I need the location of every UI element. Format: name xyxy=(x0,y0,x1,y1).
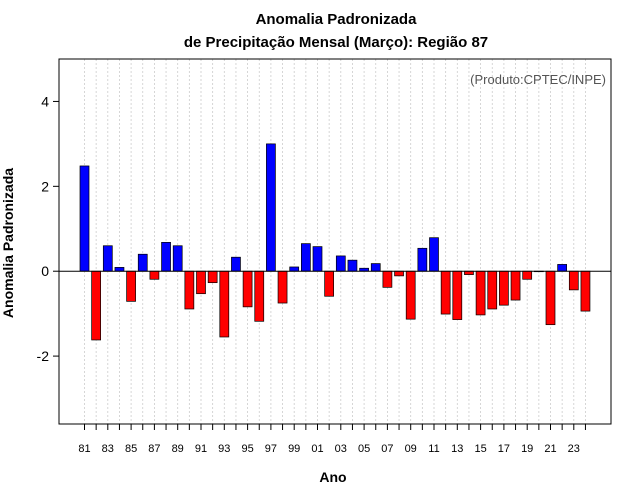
bar-24 xyxy=(580,270,591,312)
bar-21 xyxy=(545,270,556,326)
x-tick-label: 15 xyxy=(474,443,486,455)
x-tick-label: 23 xyxy=(568,443,580,455)
x-tick-label: 13 xyxy=(451,443,463,455)
bar-86 xyxy=(137,253,148,272)
bar-19 xyxy=(522,270,533,280)
bar-98 xyxy=(277,270,288,304)
bar-85 xyxy=(126,270,136,302)
bar-01 xyxy=(312,246,323,272)
bar-23 xyxy=(568,270,579,291)
bar-08 xyxy=(394,270,404,277)
y-tick-label: 2 xyxy=(41,178,49,194)
bar-17 xyxy=(499,270,509,306)
y-tick-label: 4 xyxy=(41,93,49,109)
x-tick-label: 95 xyxy=(241,443,253,455)
bar-07 xyxy=(382,270,393,288)
bar-02 xyxy=(324,270,334,297)
x-tick-label: 83 xyxy=(102,443,114,455)
bar-83 xyxy=(102,245,113,272)
y-tick-label: -2 xyxy=(37,348,50,364)
x-tick-label: 81 xyxy=(78,443,90,455)
x-tick-label: 99 xyxy=(288,443,300,455)
x-axis-label: Ano xyxy=(319,469,346,485)
x-axis: 81 83 85 87 89 91 93 95 97 99 01 03 05 07 09 11 13 15 17 19… xyxy=(78,424,586,455)
bar-22 xyxy=(557,264,568,272)
bar-96 xyxy=(254,270,265,322)
y-tick-label: 0 xyxy=(41,263,49,279)
bar-93 xyxy=(219,270,230,338)
vertical-gridlines xyxy=(84,59,586,424)
bar-15 xyxy=(475,270,486,316)
bar-16 xyxy=(487,270,498,310)
bar-00 xyxy=(301,243,311,272)
x-tick-label: 97 xyxy=(265,443,277,455)
bar-82 xyxy=(91,270,102,341)
chart-title-line1: Anomalia Padronizada xyxy=(256,11,418,28)
bar-88 xyxy=(161,241,171,272)
x-tick-label: 87 xyxy=(148,443,160,455)
bar-81 xyxy=(79,165,90,272)
bar-87 xyxy=(149,270,160,280)
bar-99 xyxy=(289,266,300,272)
x-tick-label: 05 xyxy=(358,443,370,455)
bar-09 xyxy=(405,270,416,320)
bar-84 xyxy=(114,267,125,272)
x-tick-label: 09 xyxy=(405,443,417,455)
bars-group xyxy=(79,143,591,341)
bar-94 xyxy=(231,256,241,272)
bar-91 xyxy=(196,270,206,295)
bar-95 xyxy=(242,270,253,308)
bar-18 xyxy=(510,270,521,301)
chart-title-line2: de Precipitação Mensal (Março): Região 8… xyxy=(184,34,488,51)
x-tick-label: 07 xyxy=(381,443,393,455)
bar-14 xyxy=(464,270,474,275)
bar-06 xyxy=(370,263,381,272)
y-axis-label: Anomalia Padronizada xyxy=(0,168,16,318)
bar-89 xyxy=(172,245,183,272)
bar-04 xyxy=(347,259,358,272)
bar-97 xyxy=(266,143,276,272)
y-axis: -2 0 2 4 xyxy=(37,93,60,364)
x-tick-label: 17 xyxy=(498,443,510,455)
plot-frame xyxy=(58,58,612,425)
x-tick-label: 89 xyxy=(172,443,184,455)
x-tick-label: 11 xyxy=(428,443,439,455)
bar-03 xyxy=(335,255,346,272)
x-tick-label: 03 xyxy=(335,443,347,455)
x-tick-label: 85 xyxy=(125,443,137,455)
x-tick-label: 21 xyxy=(544,443,556,455)
source-annotation: (Produto:CPTEC/INPE) xyxy=(470,72,606,87)
bar-11 xyxy=(429,237,439,272)
x-tick-label: 93 xyxy=(218,443,230,455)
bar-90 xyxy=(184,270,195,310)
bar-92 xyxy=(207,270,218,284)
x-tick-label: 01 xyxy=(311,443,323,455)
x-tick-label: 19 xyxy=(521,443,533,455)
bar-10 xyxy=(417,247,428,272)
bar-12 xyxy=(440,270,451,315)
bar-13 xyxy=(452,270,463,320)
x-tick-label: 91 xyxy=(195,443,207,455)
